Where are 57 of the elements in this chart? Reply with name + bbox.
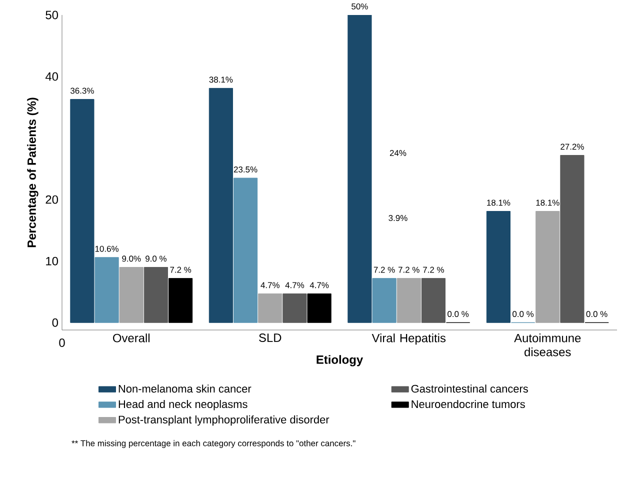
data-label: 0.0 % [586,311,608,318]
bar [348,14,372,323]
bar [421,278,446,323]
bar [119,266,144,323]
x-tick-label: Viral Hepatitis [372,334,446,345]
x-tick-label: Autoimmune diseases [514,334,581,356]
data-label: 23.5% [234,166,258,172]
data-label: 7.2 % [374,266,395,273]
bar [70,99,94,323]
legend-label: Neuroendocrine tumors [412,400,525,408]
legend-label: Head and neck neoplasms [118,400,248,410]
bar [560,155,584,323]
data-label: 0.0 % [512,311,534,318]
data-label: 7.2 % [423,266,444,273]
data-label: 7.2 % [170,266,192,273]
data-label: 18.1% [536,200,560,206]
y-axis-title: Percentage of Patients (%) [27,98,38,248]
text: ** The missing percentage in each category corresponds to "other cancers." [72,440,356,448]
data-label: 36.3% [70,88,94,94]
x-tick-label: Overall [113,334,150,342]
bar [94,257,119,323]
bar [486,211,510,323]
data-label: 50% [352,3,368,10]
bar [307,293,332,323]
annotation: 3.9% [388,215,408,221]
bar [168,278,193,323]
data-label: 7.2 % [398,266,420,273]
data-label: 9.0 % [146,256,166,262]
bar [258,293,282,323]
x-axis-title: Etiology [316,355,364,366]
bar [372,278,396,323]
data-label: 0.0 % [448,311,469,318]
x-tick-label: SLD [259,334,282,342]
data-label: 27.2% [560,144,584,150]
y-tick-label: 10 [46,256,58,266]
legend-label: Post-transplant lymphoproliferative disorder [118,415,330,426]
y-tick-label: 0 [52,318,58,327]
y-tick-label: 20 [46,195,58,204]
legend-label: Gastrointestinal cancers [411,384,528,393]
annotation: 24% [390,150,406,156]
bar [282,293,307,323]
bar [396,278,421,323]
y-tick-label: 50 [46,10,58,20]
data-label: 38.1% [209,76,233,83]
y-tick-label: 40 [45,72,58,81]
bar [536,211,560,323]
data-label: 4.7% [285,282,304,288]
legend-label: Non-melanoma skin cancer [118,384,252,393]
data-label: 4.7% [260,282,280,288]
data-label: 9.0% [122,256,141,262]
bar [233,178,258,323]
data-label: 10.6% [95,246,118,252]
data-label: 18.1% [487,200,510,206]
text: 0 [59,338,65,347]
bar [144,266,168,323]
bar [208,88,233,323]
data-label: 4.7% [310,282,329,288]
